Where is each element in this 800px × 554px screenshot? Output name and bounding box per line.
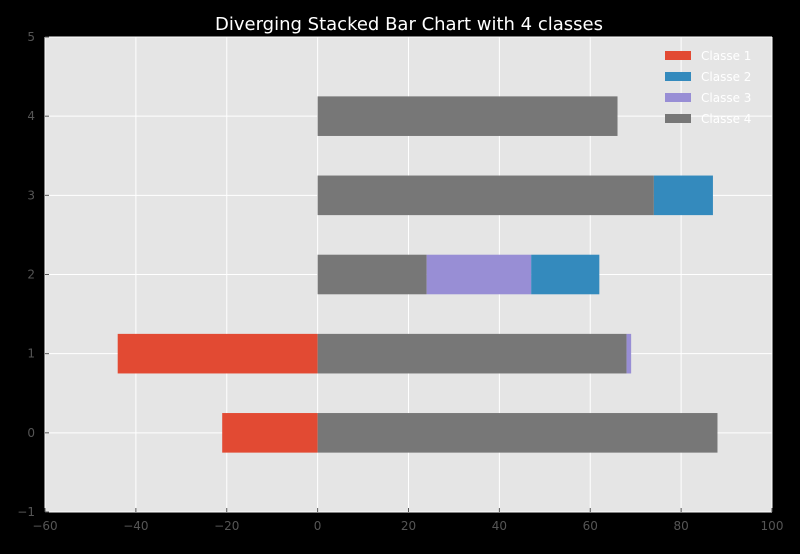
- legend-swatch-classe-4: [665, 114, 691, 123]
- bar-classe-3-row-2: [426, 254, 532, 295]
- y-tick-label: 2: [27, 268, 35, 282]
- bar-classe-1-row-1: [117, 333, 318, 374]
- bar-classe-3-row-1: [626, 333, 632, 374]
- y-tick-label: 4: [27, 109, 35, 123]
- bar-classe-2-row-3: [653, 175, 713, 216]
- legend-swatch-classe-1: [665, 51, 691, 60]
- bar-classe-1-row-0: [222, 413, 318, 453]
- y-tick-label: 1: [27, 347, 35, 361]
- bars: [117, 96, 718, 453]
- y-tick-label: 0: [27, 426, 35, 440]
- x-tick-label: −40: [123, 519, 148, 533]
- legend-label-classe-3: Classe 3: [701, 91, 751, 105]
- x-axis-ticks: −60 −40 −20 0 20 40 60 80 100: [32, 508, 783, 533]
- legend-label-classe-4: Classe 4: [701, 112, 751, 126]
- x-tick-label: 40: [492, 519, 507, 533]
- chart-title: Diverging Stacked Bar Chart with 4 class…: [215, 14, 603, 35]
- y-tick-label: 5: [27, 30, 35, 44]
- bar-classe-4-row-4: [317, 96, 618, 136]
- bar-classe-4-row-0: [317, 413, 718, 453]
- x-tick-label: 60: [583, 519, 598, 533]
- x-tick-label: 0: [314, 519, 322, 533]
- legend-label-classe-1: Classe 1: [701, 49, 751, 63]
- bar-classe-4-row-1: [317, 333, 627, 374]
- x-tick-label: −60: [32, 519, 57, 533]
- bar-classe-4-row-3: [317, 175, 654, 216]
- legend-swatch-classe-2: [665, 72, 691, 81]
- y-tick-label: −1: [17, 505, 35, 519]
- x-tick-label: 20: [401, 519, 416, 533]
- y-axis-ticks: −1 0 1 2 3 4 5: [17, 30, 49, 519]
- bar-classe-2-row-2: [531, 254, 600, 295]
- bar-classe-4-row-2: [317, 254, 427, 295]
- x-tick-label: 80: [673, 519, 688, 533]
- x-tick-label: 100: [761, 519, 784, 533]
- x-tick-label: −20: [214, 519, 239, 533]
- y-tick-label: 3: [27, 188, 35, 202]
- legend-label-classe-2: Classe 2: [701, 70, 751, 84]
- legend-swatch-classe-3: [665, 93, 691, 102]
- legend: Classe 1 Classe 2 Classe 3 Classe 4: [665, 49, 751, 126]
